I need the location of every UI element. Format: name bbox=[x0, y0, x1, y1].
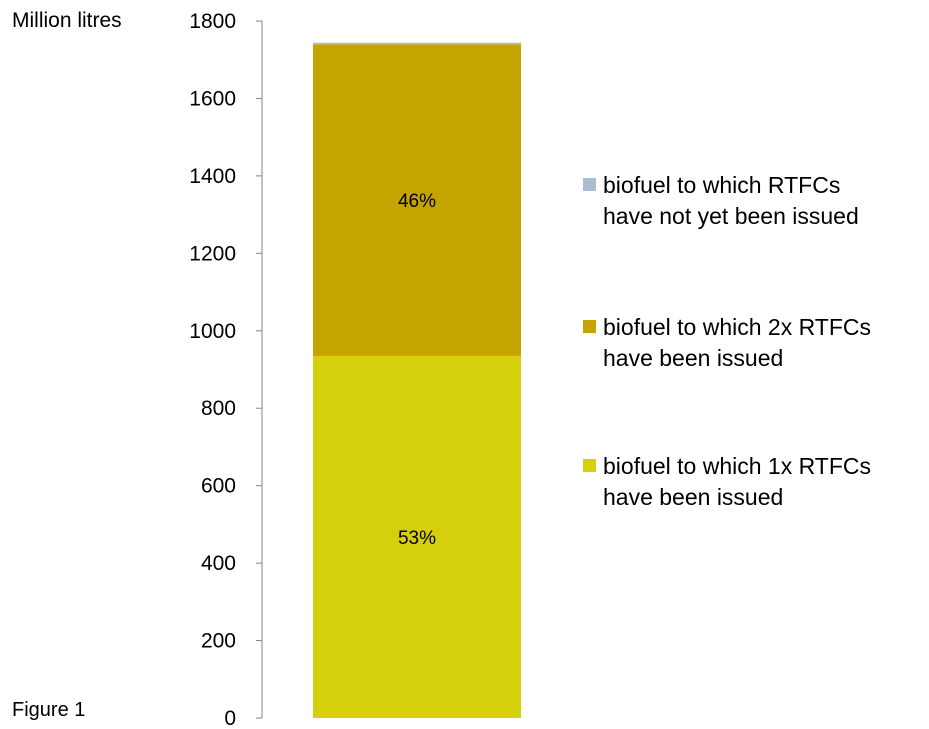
legend-swatch bbox=[583, 320, 596, 333]
legend-swatch bbox=[583, 178, 596, 191]
bar-stack: 53% 46% bbox=[313, 42, 521, 718]
bar-segment-3 bbox=[313, 42, 521, 45]
y-axis-label: Million litres bbox=[12, 9, 122, 32]
bar-segment-label: 53% bbox=[398, 528, 436, 549]
bar-segment-1 bbox=[313, 355, 521, 718]
bar-segment-label: 46% bbox=[398, 191, 436, 212]
y-tick-label: 800 bbox=[201, 397, 236, 420]
y-tick-label: 0 bbox=[224, 707, 236, 729]
y-tick-label: 400 bbox=[201, 552, 236, 575]
y-tick-label: 1600 bbox=[189, 87, 236, 110]
bar-segment-2 bbox=[313, 44, 521, 356]
y-tick-label: 600 bbox=[201, 475, 236, 498]
legend-label-line-2: have been issued bbox=[603, 345, 783, 371]
y-axis: 0 200 400 600 800 1000 1200 1400 1600 1800 bbox=[189, 10, 263, 729]
y-tick-label: 1200 bbox=[189, 242, 236, 265]
legend-label: biofuel to which 1x RTFCs bbox=[603, 453, 871, 479]
legend-label: biofuel to which RTFCs bbox=[603, 172, 840, 198]
legend: biofuel to which RTFCs have not yet been … bbox=[583, 172, 871, 510]
figure-label: Figure 1 bbox=[12, 699, 85, 721]
legend-label-line-2: have not yet been issued bbox=[603, 203, 859, 229]
y-tick-label: 200 bbox=[201, 630, 236, 653]
legend-label: biofuel to which 2x RTFCs bbox=[603, 314, 871, 340]
y-tick-label: 1400 bbox=[189, 165, 236, 188]
legend-item: biofuel to which 1x RTFCs have been issue… bbox=[583, 453, 871, 510]
legend-item: biofuel to which RTFCs have not yet been … bbox=[583, 172, 859, 229]
y-tick-label: 1000 bbox=[189, 320, 236, 343]
y-tick-label: 1800 bbox=[189, 10, 236, 33]
legend-swatch bbox=[583, 459, 596, 472]
legend-label-line-2: have been issued bbox=[603, 484, 783, 510]
legend-item: biofuel to which 2x RTFCs have been issue… bbox=[583, 314, 871, 371]
